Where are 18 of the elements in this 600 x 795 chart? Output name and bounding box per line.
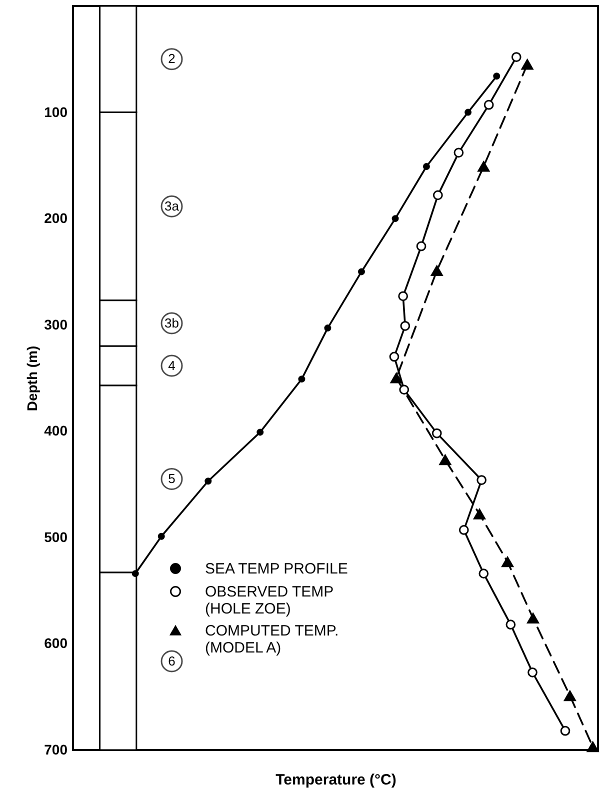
y-tick-label: 200 [44, 210, 68, 226]
legend-label: OBSERVED TEMP (HOLE ZOE) [205, 584, 334, 618]
band-label: 6 [168, 653, 176, 668]
y-axis-title: Depth (m) [24, 346, 40, 412]
band-label: 2 [168, 51, 176, 66]
band-label: 4 [168, 358, 176, 373]
y-tick-label: 600 [44, 635, 68, 652]
band-label: 3b [164, 315, 179, 330]
y-tick-label: 500 [44, 528, 68, 545]
legend-label: COMPUTED TEMP. (MODEL A) [205, 622, 339, 656]
x-axis-title: Temperature (°C) [276, 772, 396, 788]
y-tick-label: 700 [44, 742, 68, 758]
y-tick-label: 300 [44, 316, 68, 332]
y-tick-label: 100 [44, 104, 68, 120]
y-tick-label: 400 [44, 422, 68, 439]
legend-label: SEA TEMP PROFILE [205, 560, 348, 578]
band-label: 5 [168, 470, 176, 486]
band-label: 3a [164, 198, 180, 214]
